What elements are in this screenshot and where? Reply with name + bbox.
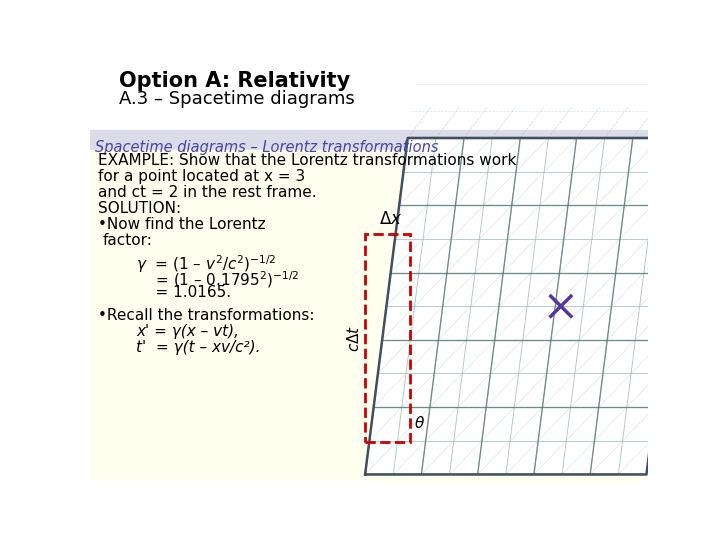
Text: factor:: factor: xyxy=(102,233,152,248)
Bar xyxy=(90,65,648,130)
Text: EXAMPLE: Show that the Lorentz transformations work: EXAMPLE: Show that the Lorentz transform… xyxy=(98,153,516,167)
Text: A.3 – Spacetime diagrams: A.3 – Spacetime diagrams xyxy=(120,90,355,108)
Bar xyxy=(365,234,410,442)
Text: = (1 – 0.1795$^2$)$^{-1/2}$: = (1 – 0.1795$^2$)$^{-1/2}$ xyxy=(137,269,300,289)
Text: $c\Delta t$: $c\Delta t$ xyxy=(346,325,362,352)
Text: = 1.0165.: = 1.0165. xyxy=(137,285,232,300)
Text: t'  = γ(t – xv/c²).: t' = γ(t – xv/c²). xyxy=(137,340,261,355)
Text: $\gamma$  = (1 – $v^2$/$c^2$)$^{-1/2}$: $\gamma$ = (1 – $v^2$/$c^2$)$^{-1/2}$ xyxy=(137,253,277,274)
Text: Option A: Relativity: Option A: Relativity xyxy=(120,71,351,91)
Polygon shape xyxy=(365,138,689,475)
Text: Spacetime diagrams – Lorentz transformations: Spacetime diagrams – Lorentz transformat… xyxy=(94,140,438,156)
Text: •Now find the Lorentz: •Now find the Lorentz xyxy=(98,217,266,232)
Text: for a point located at x = 3: for a point located at x = 3 xyxy=(98,168,305,184)
Text: x' = γ(x – vt),: x' = γ(x – vt), xyxy=(137,324,240,339)
Bar xyxy=(90,150,648,481)
Bar xyxy=(90,130,648,150)
Text: SOLUTION:: SOLUTION: xyxy=(98,201,181,216)
Text: $\Delta x$: $\Delta x$ xyxy=(379,210,402,228)
Text: $\theta$: $\theta$ xyxy=(414,415,425,430)
Text: and ct = 2 in the rest frame.: and ct = 2 in the rest frame. xyxy=(98,185,316,200)
Text: •Recall the transformations:: •Recall the transformations: xyxy=(98,308,314,323)
